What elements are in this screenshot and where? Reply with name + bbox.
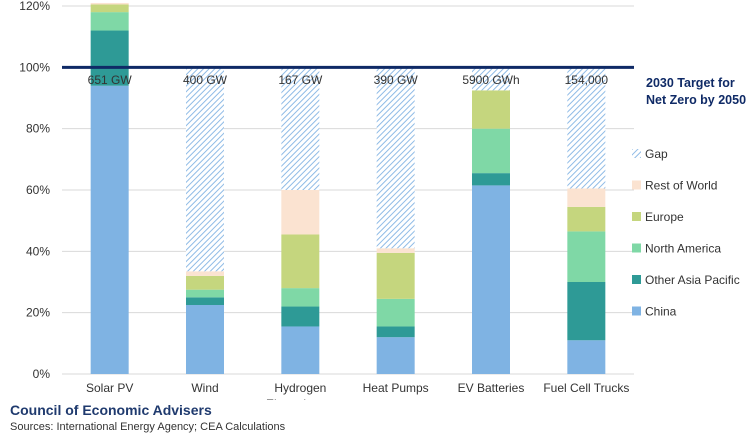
footer-title: Council of Economic Advisers (10, 402, 212, 418)
y-tick-label: 100% (19, 60, 50, 74)
x-tick-label: Electrolyzers (266, 397, 335, 400)
y-axis: 0% 20% 40% 60% 80% 100% 120% (19, 0, 50, 381)
target-value-label: 390 GW (374, 73, 419, 87)
bar-segment-rest-of-world (186, 271, 224, 276)
bar-segment-china (376, 337, 415, 374)
y-tick-label: 80% (26, 122, 50, 136)
bar-segment-europe (567, 206, 606, 232)
bar-segment-gap (281, 67, 320, 190)
y-tick-label: 0% (33, 367, 51, 381)
target-line-label: Net Zero by 2050 (646, 93, 746, 107)
bar-segment-north-america (186, 289, 224, 298)
target-value-label: 651 GW (88, 73, 133, 87)
y-tick-label: 40% (26, 244, 50, 258)
legend-swatch (632, 212, 641, 221)
bar-segment-rest-of-world (567, 188, 606, 207)
legend: Gap Rest of World Europe North America Other… (632, 147, 740, 319)
legend-swatch (632, 306, 641, 316)
x-tick-label: Solar PV (86, 381, 133, 395)
bar-segment-china (567, 340, 606, 374)
bar-segment-north-america (472, 128, 510, 174)
legend-label: North America (645, 242, 721, 256)
bar-segment-china (90, 85, 129, 374)
bar-segment-rest-of-world (90, 2, 129, 5)
bar-segment-gap (376, 67, 415, 249)
legend-swatch (632, 149, 641, 158)
bar-segment-china (472, 185, 510, 374)
bar-segment-europe (376, 252, 415, 299)
y-tick-label: 20% (26, 306, 50, 320)
target-line-group: 651 GW 400 GW 167 GW 390 GW 5900 GWh 154,000 2… (62, 65, 746, 107)
bars (90, 2, 606, 374)
x-tick-label: Heat Pumps (363, 381, 429, 395)
bar-segment-other-asia-pacific (472, 173, 510, 186)
bar-segment-rest-of-world (376, 248, 415, 253)
legend-swatch (632, 275, 641, 284)
bar-segment-other-asia-pacific (376, 326, 415, 338)
bar-segment-other-asia-pacific (90, 30, 129, 86)
bar-segment-other-asia-pacific (281, 306, 320, 327)
x-tick-label: Hydrogen (274, 381, 326, 395)
legend-label: Other Asia Pacific (645, 273, 740, 287)
bar-segment-other-asia-pacific (186, 297, 224, 305)
bar-segment-europe (472, 90, 510, 129)
bar-segment-rest-of-world (281, 190, 320, 235)
x-tick-label: Wind (191, 381, 218, 395)
x-tick-label: Fuel Cell Trucks (543, 381, 629, 395)
y-tick-label: 120% (19, 0, 50, 13)
bar-segment-europe (186, 275, 224, 290)
bar-segment-china (186, 305, 224, 374)
bar-segment-north-america (90, 12, 129, 31)
bar-segment-north-america (376, 298, 415, 327)
x-axis: Solar PV Wind Hydrogen Electrolyzers Heat Pu… (86, 381, 629, 400)
footer-source: Sources: International Energy Agency; CE… (10, 421, 286, 433)
gridlines (62, 5, 634, 375)
bar-segment-europe (281, 234, 320, 289)
legend-label: Europe (645, 210, 684, 224)
legend-label: China (645, 305, 677, 319)
bar-segment-china (281, 326, 320, 374)
bar-segment-gap (472, 67, 510, 91)
legend-swatch (632, 243, 641, 253)
legend-label: Rest of World (645, 179, 717, 193)
target-value-label: 400 GW (183, 73, 228, 87)
bar-segment-gap (186, 67, 224, 272)
bar-segment-europe (90, 4, 129, 13)
y-tick-label: 60% (26, 183, 50, 197)
legend-label: Gap (645, 147, 668, 161)
bar-segment-gap (567, 67, 606, 189)
bar-segment-north-america (281, 288, 320, 307)
bar-segment-other-asia-pacific (567, 282, 606, 341)
target-line-label: 2030 Target for (646, 76, 735, 90)
legend-swatch (632, 180, 641, 190)
target-value-label: 154,000 (565, 73, 609, 87)
target-value-label: 5900 GWh (462, 73, 519, 87)
target-value-label: 167 GW (278, 73, 323, 87)
x-tick-label: EV Batteries (458, 381, 525, 395)
chart: 0% 20% 40% 60% 80% 100% 120% Solar PV Wind Hydro… (19, 0, 746, 400)
bar-segment-north-america (567, 231, 606, 282)
